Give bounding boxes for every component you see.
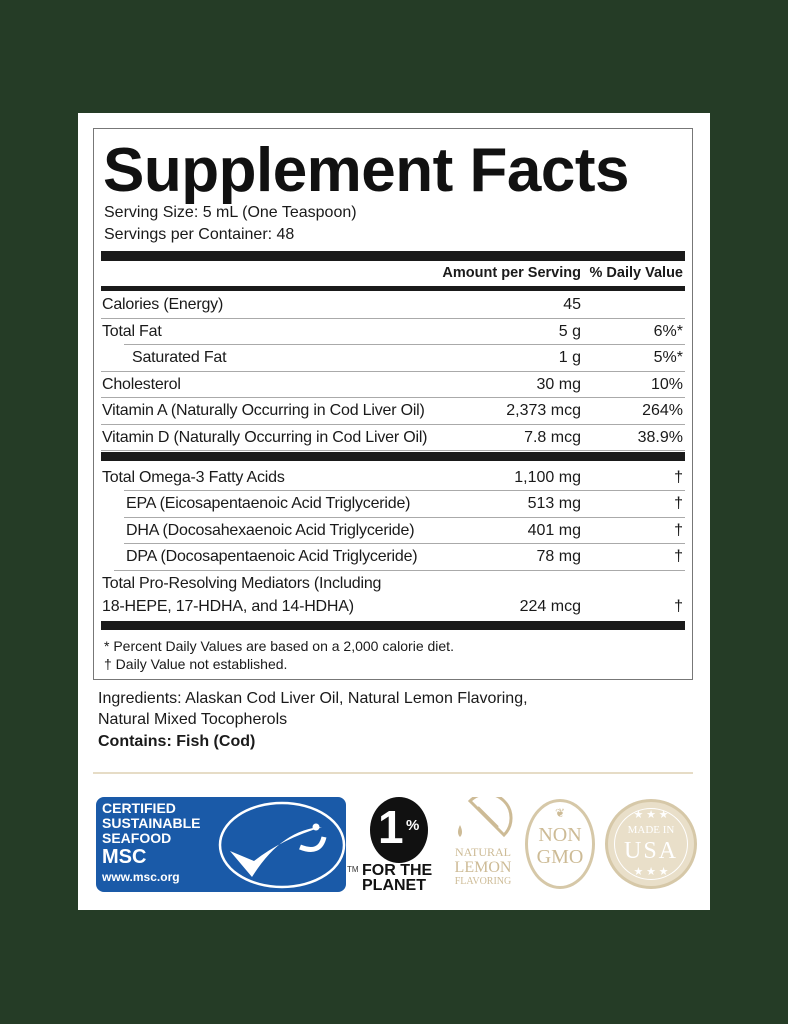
made-in-usa-badge: ★ ★ ★ MADE IN USA ★ ★ ★ — [605, 799, 697, 889]
row-separator — [124, 490, 685, 492]
lemon-slice-icon — [458, 792, 513, 838]
nutrient-name: DHA (Docosahexaenoic Acid Triglyceride) — [126, 521, 415, 539]
planet-number: 1 — [378, 801, 404, 853]
nutrient-row: Saturated Fat 1 g 5%* — [102, 345, 685, 371]
msc-trademark: TM — [347, 865, 359, 874]
row-separator — [124, 543, 685, 545]
thick-divider — [101, 621, 685, 630]
row-separator — [114, 570, 685, 571]
nutrient-amount: 45 — [563, 296, 581, 313]
row-separator — [101, 370, 685, 372]
nutrient-name: Total Fat — [102, 322, 162, 340]
nutrient-daily-value: † — [674, 548, 683, 566]
footnote-dagger: † Daily Value not established. — [104, 656, 288, 672]
servings-per-container: Servings per Container: 48 — [104, 226, 295, 243]
nutrient-amount: 2,373 mcg — [506, 402, 581, 420]
nutrient-name: Total Omega-3 Fatty Acids — [102, 469, 285, 486]
natural-lemon-flavoring-badge: NATURAL LEMON FLAVORING — [448, 792, 518, 893]
serving-size: Serving Size: 5 mL (One Teaspoon) — [104, 204, 357, 221]
label-card: Supplement Facts Serving Size: 5 mL (One… — [78, 113, 710, 910]
msc-text: SEAFOOD — [102, 830, 172, 846]
nutrient-name: Total Pro-Resolving Mediators (Including — [102, 575, 382, 592]
nutrient-daily-value: † — [674, 495, 683, 513]
nutrient-row: Total Omega-3 Fatty Acids 1,100 mg † — [102, 465, 685, 491]
amount-header: Amount per Serving — [442, 265, 581, 281]
nutrient-amount: 1 g — [558, 349, 581, 367]
non-gmo-badge: ❦ NON GMO — [525, 799, 595, 889]
nutrient-amount: 401 mg — [527, 521, 581, 539]
nutrient-daily-value: 6%* — [653, 322, 683, 340]
daily-value-header: % Daily Value — [589, 265, 684, 281]
nutrient-row-pro-resolving-mediators: Total Pro-Resolving Mediators (Including… — [102, 571, 685, 621]
nutrient-name: Vitamin A (Naturally Occurring in Cod Li… — [102, 402, 425, 420]
row-separator — [101, 397, 685, 399]
nutrient-row: Cholesterol 30 mg 10% — [102, 372, 685, 398]
thick-divider — [101, 251, 685, 261]
nutrient-daily-value: † — [674, 521, 683, 539]
planet-text: PLANET — [362, 877, 426, 894]
nutrient-amount: 7.8 mcg — [524, 429, 581, 446]
lemon-text: NATURAL — [455, 845, 511, 859]
divider — [93, 772, 693, 774]
nutrient-row: DPA (Docosapentaenoic Acid Triglyceride)… — [102, 544, 685, 570]
nutrient-daily-value: † — [674, 469, 683, 486]
medium-divider — [101, 286, 685, 291]
nutrient-name: Saturated Fat — [132, 349, 227, 367]
msc-fish-checkmark-icon — [218, 801, 346, 889]
thick-divider — [101, 452, 685, 461]
msc-brand: MSC — [102, 846, 147, 868]
nutrient-name: Vitamin D (Naturally Occurring in Cod Li… — [102, 429, 428, 446]
planet-percent: % — [406, 817, 420, 834]
nutrient-daily-value: 38.9% — [637, 429, 683, 446]
msc-text: CERTIFIED — [102, 800, 176, 816]
nutrient-name: Cholesterol — [102, 375, 181, 393]
nutrient-row: Total Fat 5 g 6%* — [102, 319, 685, 345]
nutrient-row: Vitamin D (Naturally Occurring in Cod Li… — [102, 425, 685, 451]
row-separator — [124, 344, 685, 346]
nutrient-name: EPA (Eicosapentaenoic Acid Triglyceride) — [126, 495, 411, 513]
panel-title: Supplement Facts — [103, 136, 630, 205]
nongmo-text: GMO — [536, 846, 584, 868]
nutrient-name: Calories (Energy) — [102, 296, 224, 313]
msc-certified-logo: CERTIFIED SUSTAINABLE SEAFOOD MSC www.ms… — [96, 797, 346, 892]
nutrient-name: 18-HEPE, 17-HDHA, and 14-HDHA) — [102, 598, 354, 615]
msc-text: SUSTAINABLE — [102, 815, 201, 831]
row-separator — [101, 424, 685, 425]
nutrient-row: DHA (Docosahexaenoic Acid Triglyceride) 4… — [102, 518, 685, 544]
lemon-text: LEMON — [454, 859, 512, 876]
nutrient-name: DPA (Docosapentaenoic Acid Triglyceride) — [126, 548, 418, 566]
supplement-facts-panel: Supplement Facts Serving Size: 5 mL (One… — [93, 128, 693, 680]
nutrient-amount: 30 mg — [536, 375, 581, 393]
ingredients-line: Natural Mixed Tocopherols — [98, 711, 288, 728]
nutrient-daily-value: 10% — [650, 375, 683, 393]
nutrient-daily-value: 5%* — [653, 349, 683, 367]
row-separator — [101, 450, 685, 451]
usa-text: MADE IN — [627, 824, 675, 836]
stars-icon: ★ ★ ★ — [633, 809, 669, 821]
nutrient-row: EPA (Eicosapentaenoic Acid Triglyceride)… — [102, 491, 685, 517]
nutrient-row: Calories (Energy) 45 — [102, 292, 685, 318]
ingredients-line: Ingredients: Alaskan Cod Liver Oil, Natu… — [98, 690, 528, 707]
nutrient-amount: 513 mg — [527, 495, 581, 513]
stars-icon: ★ ★ ★ — [633, 866, 669, 878]
leaf-icon: ❦ — [554, 806, 566, 820]
footnote-percent-dv: * Percent Daily Values are based on a 2,… — [104, 638, 454, 654]
nutrient-amount: 224 mcg — [519, 598, 581, 615]
lemon-text: FLAVORING — [454, 876, 512, 887]
nutrient-amount: 1,100 mg — [514, 469, 581, 486]
row-separator — [124, 516, 685, 518]
nutrient-amount: 5 g — [558, 322, 581, 340]
allergen-statement: Contains: Fish (Cod) — [98, 733, 256, 750]
column-header-row: Amount per Serving % Daily Value — [102, 260, 685, 286]
usa-text: USA — [623, 838, 678, 864]
nutrient-row: Vitamin A (Naturally Occurring in Cod Li… — [102, 398, 685, 424]
one-percent-for-the-planet-logo: 1 % FOR THE PLANET — [362, 797, 442, 894]
nutrient-daily-value: 264% — [642, 402, 683, 420]
nutrient-amount: 78 mg — [536, 548, 581, 566]
msc-url: www.msc.org — [102, 870, 180, 884]
nutrient-daily-value: † — [674, 598, 683, 615]
planet-text: FOR THE — [362, 862, 433, 879]
row-separator — [101, 317, 685, 319]
nongmo-text: NON — [538, 824, 582, 846]
